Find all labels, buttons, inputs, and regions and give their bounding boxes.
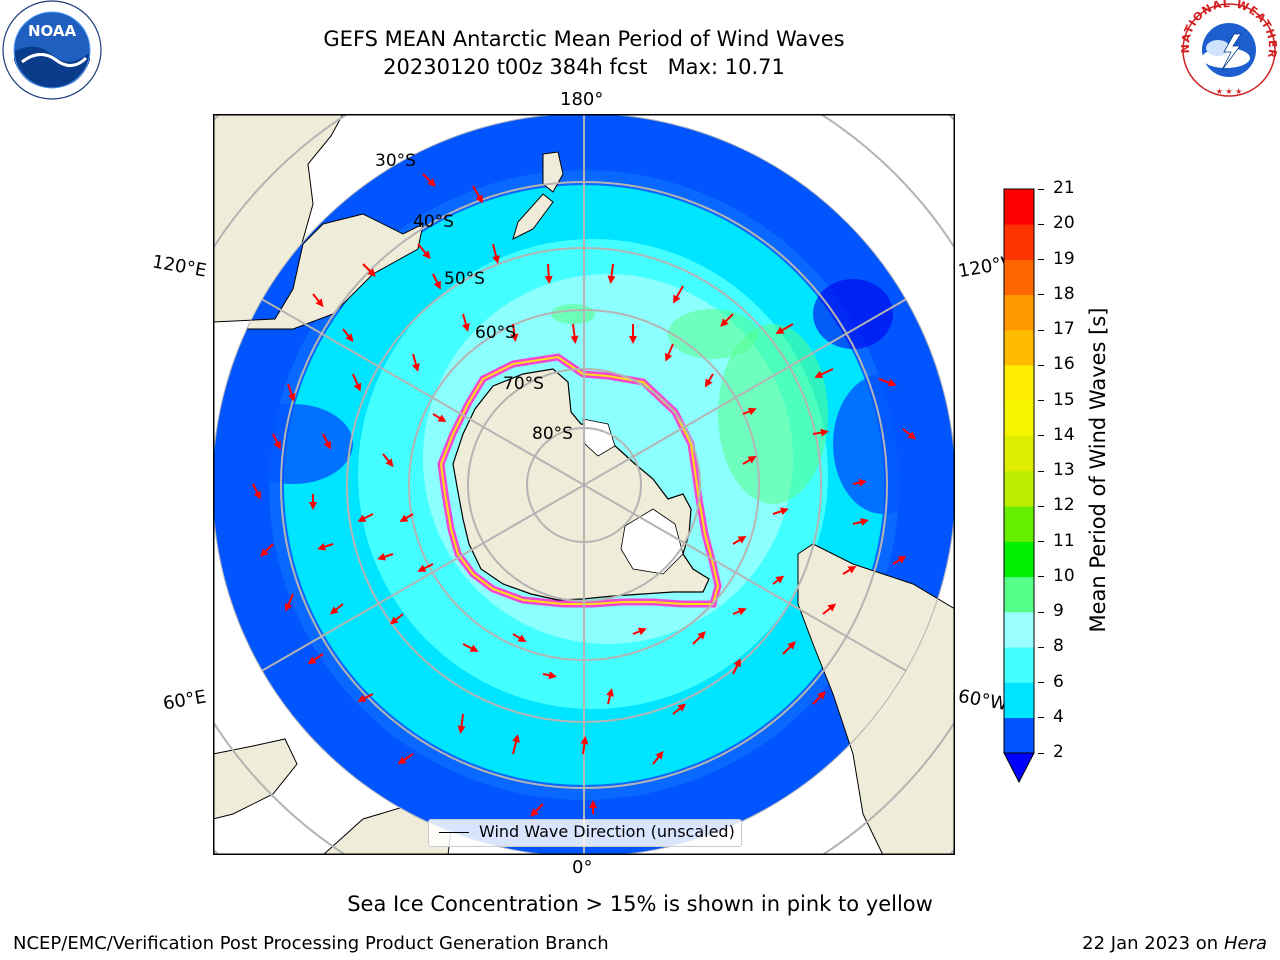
colorbar-tick-mark — [1038, 294, 1044, 296]
chart-subtitle: 20230120 t00z 384h fcst Max: 10.71 — [383, 55, 785, 79]
lat-label-60s: 60°S — [475, 323, 516, 343]
lon-label-180: 180° — [560, 89, 604, 110]
lat-label-50s: 50°S — [444, 269, 485, 289]
colorbar-segment — [1004, 189, 1034, 225]
colorbar-tick-mark — [1038, 435, 1044, 437]
map-legend: Wind Wave Direction (unscaled) — [428, 819, 742, 847]
lon-label-60e: 60°E — [161, 686, 208, 715]
colorbar-tick-label: 4 — [1053, 706, 1064, 727]
lat-label-70s: 70°S — [503, 374, 544, 394]
colorbar-tick-mark — [1038, 364, 1044, 366]
colorbar-segments — [1004, 189, 1034, 754]
colorbar-tick-mark — [1038, 646, 1044, 648]
colorbar-tick-mark — [1038, 682, 1044, 683]
colorbar-tick-mark — [1038, 400, 1044, 401]
colorbar-segment — [1004, 294, 1034, 331]
colorbar-segment — [1004, 435, 1034, 472]
colorbar-tick-label: 19 — [1053, 248, 1075, 269]
lon-label-0: 0° — [572, 857, 593, 878]
nws-logo: NATIONAL WEATHER SERVICE ★ ★ ★ — [1178, 0, 1278, 97]
colorbar-tick-mark — [1038, 576, 1044, 578]
colorbar-segment — [1004, 506, 1034, 542]
colorbar-segment — [1004, 330, 1034, 366]
colorbar-tick-label: 12 — [1053, 495, 1075, 516]
colorbar-segment — [1004, 541, 1034, 578]
colorbar-tick-mark — [1038, 470, 1044, 472]
colorbar-tick-label: 13 — [1053, 460, 1075, 480]
colorbar-segment — [1004, 647, 1034, 683]
colorbar-segment — [1004, 365, 1034, 401]
colorbar-segment — [1004, 682, 1034, 719]
colorbar-tick-mark — [1038, 259, 1044, 260]
colorbar-tick-label: 18 — [1053, 283, 1075, 304]
legend-line-swatch — [439, 832, 469, 833]
chart-title: GEFS MEAN Antarctic Mean Period of Wind … — [323, 27, 845, 51]
legend-label: Wind Wave Direction (unscaled) — [479, 822, 735, 841]
colorbar-tick-label: 16 — [1053, 354, 1075, 375]
polar-map — [213, 114, 955, 855]
colorbar-tick-mark — [1038, 223, 1044, 225]
lat-label-40s: 40°S — [413, 212, 454, 232]
sea-ice-note: Sea Ice Concentration > 15% is shown in … — [347, 892, 933, 916]
noaa-logo-text: NOAA — [28, 22, 77, 40]
colorbar-segment — [1004, 224, 1034, 260]
colorbar-tick-mark — [1038, 329, 1044, 331]
colorbar-tick-label: 11 — [1053, 530, 1075, 551]
colorbar-tick-label: 9 — [1053, 601, 1064, 621]
lat-label-80s: 80°S — [532, 424, 573, 444]
colorbar-segment — [1004, 612, 1034, 648]
svg-text:★ ★ ★: ★ ★ ★ — [1216, 87, 1243, 96]
colorbar-tick-mark — [1038, 505, 1044, 507]
colorbar-tick-mark — [1038, 188, 1044, 190]
footer-left: NCEP/EMC/Verification Post Processing Pr… — [13, 933, 609, 954]
colorbar-segment — [1004, 400, 1034, 437]
footer-machine: Hera — [1223, 933, 1267, 954]
colorbar-tick-mark — [1038, 541, 1044, 542]
noaa-logo: NOAA — [2, 0, 102, 100]
colorbar-tick-mark — [1038, 611, 1044, 613]
colorbar-segment — [1004, 471, 1034, 507]
colorbar-tick-label: 10 — [1053, 565, 1075, 586]
colorbar-tick-label: 2 — [1053, 742, 1064, 762]
colorbar-tick-label: 8 — [1053, 636, 1064, 657]
colorbar-segment — [1004, 259, 1034, 296]
colorbar-segment — [1004, 717, 1034, 754]
graticule — [213, 114, 955, 855]
lon-label-120e: 120°E — [150, 251, 209, 282]
colorbar-tick-label: 17 — [1053, 319, 1075, 339]
footer-right: 22 Jan 2023 on Hera — [1082, 933, 1267, 954]
footer-date: 22 Jan 2023 on — [1082, 933, 1224, 954]
colorbar-under-triangle — [1003, 752, 1035, 784]
colorbar-tick-label: 15 — [1053, 389, 1075, 410]
lat-label-30s: 30°S — [375, 151, 416, 171]
wave-direction-arrows — [252, 173, 917, 817]
colorbar — [1003, 188, 1035, 784]
colorbar-segment — [1004, 576, 1034, 613]
colorbar-label: Mean Period of Wind Waves [s] — [1086, 307, 1110, 633]
colorbar-tick-label: 6 — [1053, 671, 1064, 692]
colorbar-tick-label: 21 — [1053, 178, 1075, 198]
colorbar-tick-mark — [1038, 752, 1044, 754]
colorbar-tick-mark — [1038, 717, 1044, 719]
colorbar-tick-label: 20 — [1053, 213, 1075, 234]
colorbar-tick-label: 14 — [1053, 424, 1075, 445]
